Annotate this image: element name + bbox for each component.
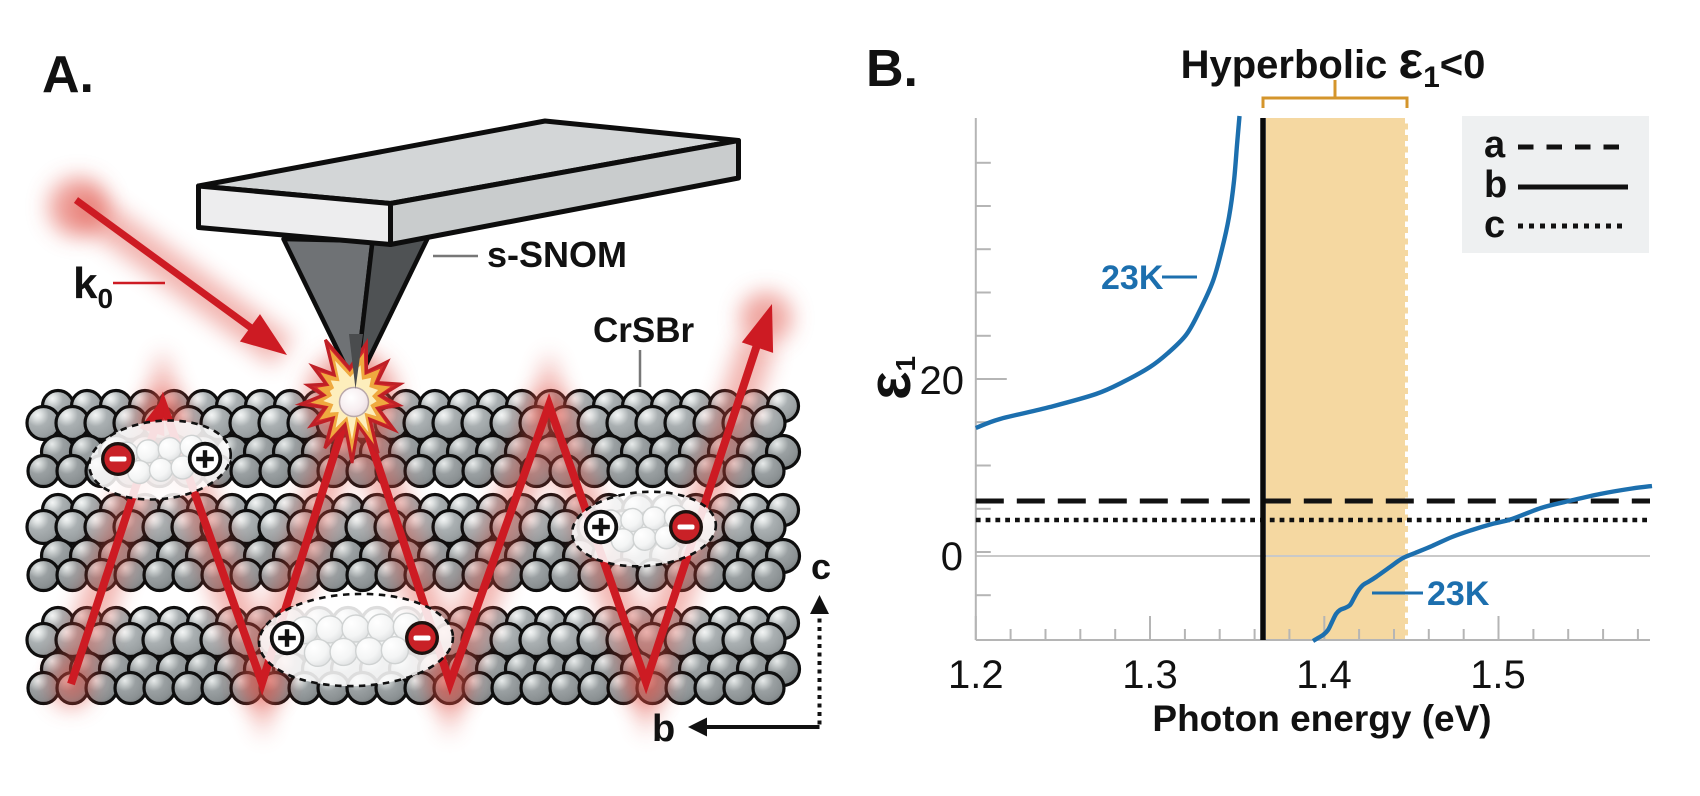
- svg-text:CrSBr: CrSBr: [593, 311, 695, 350]
- svg-text:1.2: 1.2: [948, 653, 1004, 697]
- svg-text:B.: B.: [866, 40, 918, 98]
- svg-text:23K: 23K: [1427, 575, 1490, 613]
- svg-text:1.4: 1.4: [1296, 653, 1352, 697]
- svg-text:23K: 23K: [1101, 259, 1164, 297]
- svg-text:b: b: [1484, 164, 1507, 206]
- svg-text:1.5: 1.5: [1470, 653, 1526, 697]
- svg-text:Photon energy (eV): Photon energy (eV): [1152, 698, 1491, 739]
- svg-text:c: c: [1484, 204, 1505, 246]
- svg-text:s-SNOM: s-SNOM: [487, 234, 627, 275]
- svg-text:20: 20: [920, 359, 965, 403]
- svg-text:b: b: [652, 708, 675, 750]
- svg-text:c: c: [811, 546, 831, 587]
- svg-text:A.: A.: [42, 46, 94, 104]
- svg-text:ε1: ε1: [856, 356, 923, 400]
- svg-text:0: 0: [941, 535, 963, 579]
- svg-text:a: a: [1484, 124, 1506, 166]
- svg-text:1.3: 1.3: [1122, 653, 1178, 697]
